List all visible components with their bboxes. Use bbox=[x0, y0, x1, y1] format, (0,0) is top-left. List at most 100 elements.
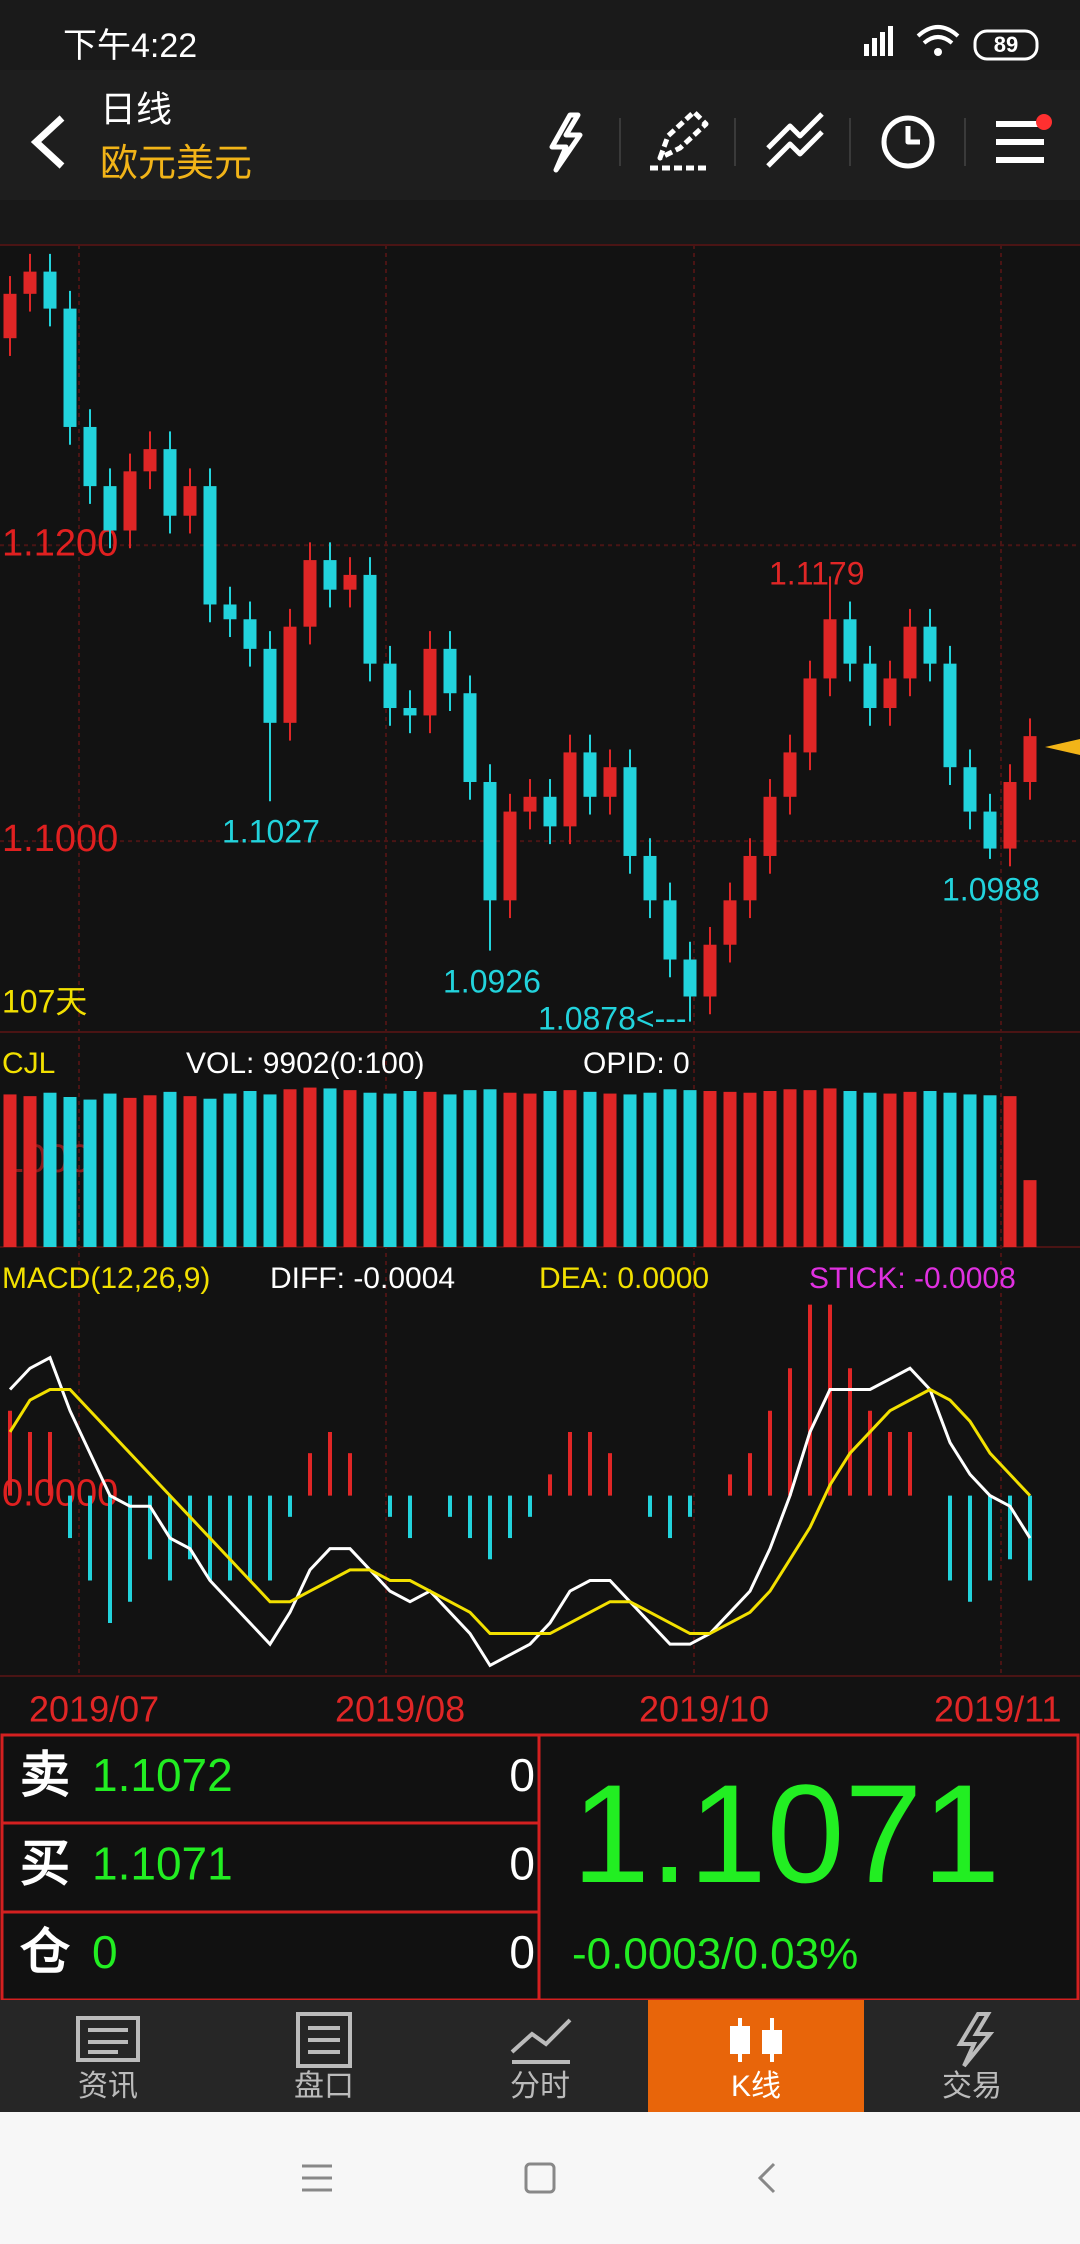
candle-body bbox=[823, 619, 837, 679]
volume-bar bbox=[463, 1090, 477, 1247]
volume-bar bbox=[123, 1097, 137, 1247]
volume-bar bbox=[603, 1093, 617, 1247]
volume-bar bbox=[83, 1099, 97, 1247]
candle-body bbox=[363, 574, 377, 664]
volume-bar bbox=[1023, 1180, 1037, 1247]
quote-side: 买 bbox=[20, 1836, 70, 1892]
date-label: 2019/07 bbox=[29, 1689, 159, 1730]
header-bar bbox=[0, 70, 1080, 200]
volume-bar bbox=[323, 1088, 337, 1247]
quote-size: 0 bbox=[509, 1749, 535, 1801]
volume-bar bbox=[443, 1094, 457, 1247]
price-change: -0.0003/0.03% bbox=[572, 1930, 858, 1979]
system-buttons[interactable] bbox=[302, 2162, 776, 2194]
status-time: 下午4:22 bbox=[63, 27, 197, 65]
candle-body bbox=[343, 574, 357, 590]
menu-icon[interactable] bbox=[996, 121, 1044, 163]
volume-bar bbox=[983, 1095, 997, 1247]
opid-value: OPID: 0 bbox=[583, 1047, 690, 1080]
macd-line bbox=[8, 1387, 1032, 1636]
candle-body bbox=[43, 271, 57, 309]
dea-value: DEA: 0.0000 bbox=[539, 1262, 709, 1295]
candle-body bbox=[443, 648, 457, 694]
candle-body bbox=[903, 626, 917, 679]
volume-bar bbox=[823, 1088, 837, 1247]
volume-bar bbox=[863, 1092, 877, 1247]
volume-bar bbox=[383, 1093, 397, 1247]
notify-dot bbox=[1036, 114, 1052, 130]
header-dividers bbox=[619, 118, 966, 166]
volume-bar bbox=[143, 1095, 157, 1247]
tab-icons bbox=[76, 2012, 995, 2068]
candle-body bbox=[883, 678, 897, 709]
candle-body bbox=[83, 426, 97, 487]
volume-bar bbox=[483, 1089, 497, 1247]
volume-bar bbox=[763, 1091, 777, 1247]
flash-icon[interactable] bbox=[549, 112, 583, 173]
candle-body bbox=[103, 486, 117, 531]
volume-bar bbox=[583, 1091, 597, 1247]
candle-body bbox=[223, 604, 237, 620]
tab-label[interactable]: 分时 bbox=[510, 2070, 570, 2103]
candle-body bbox=[463, 693, 477, 782]
candle-body bbox=[163, 449, 177, 516]
candle-body bbox=[943, 663, 957, 768]
draw-icon[interactable] bbox=[650, 109, 709, 171]
tab-label[interactable]: 资讯 bbox=[78, 2070, 138, 2103]
volume-bar bbox=[223, 1093, 237, 1247]
candle-body bbox=[483, 781, 497, 901]
tab-label[interactable]: K线 bbox=[731, 2070, 781, 2103]
candle-body bbox=[963, 767, 977, 812]
volume-bar bbox=[523, 1093, 537, 1247]
candle-body bbox=[683, 959, 697, 997]
tab-label[interactable]: 盘口 bbox=[294, 2070, 354, 2103]
volume-bar bbox=[103, 1093, 117, 1247]
candle-body bbox=[703, 944, 717, 997]
volume-bar bbox=[683, 1090, 697, 1247]
volume-bar bbox=[723, 1091, 737, 1247]
candle-body bbox=[843, 619, 857, 664]
candle-body bbox=[543, 796, 557, 827]
vol-value: VOL: 9902(0:100) bbox=[186, 1047, 425, 1080]
volume-bar bbox=[503, 1092, 517, 1247]
time-icon[interactable] bbox=[881, 115, 935, 169]
candle-body bbox=[983, 811, 997, 849]
diff-value: DIFF: -0.0004 bbox=[270, 1262, 455, 1295]
indicator-icon[interactable] bbox=[766, 112, 824, 168]
volume-bar bbox=[303, 1087, 317, 1247]
volume-bar bbox=[343, 1090, 357, 1247]
macd-title: MACD(12,26,9) bbox=[2, 1262, 210, 1295]
candle-body bbox=[743, 855, 757, 901]
candle-body bbox=[63, 308, 77, 427]
volume-bar bbox=[943, 1092, 957, 1247]
candle-body bbox=[623, 767, 637, 856]
y-tick-label: 1.1000 bbox=[2, 818, 118, 860]
y-tick-label: 1.1200 bbox=[2, 522, 118, 564]
stick-value: STICK: -0.0008 bbox=[809, 1262, 1016, 1295]
candle-body bbox=[423, 648, 437, 716]
candle-body bbox=[303, 560, 317, 627]
volume-bar bbox=[743, 1092, 757, 1247]
tab-label[interactable]: 交易 bbox=[942, 2070, 1002, 2103]
candle-body bbox=[1023, 736, 1037, 782]
back-button[interactable] bbox=[30, 115, 65, 169]
volume-bar bbox=[163, 1091, 177, 1247]
tab-bar bbox=[0, 2000, 1080, 2112]
volume-bar bbox=[1003, 1096, 1017, 1247]
price-annotation: 1.0878<--- bbox=[538, 1000, 687, 1036]
spacer bbox=[0, 200, 1080, 245]
date-label: 2019/11 bbox=[934, 1689, 1061, 1730]
candle-body bbox=[1003, 781, 1017, 849]
price-annotation: 1.0926 bbox=[443, 963, 541, 999]
volume-bar bbox=[63, 1097, 77, 1247]
quote-price: 0 bbox=[92, 1926, 118, 1978]
date-label: 2019/08 bbox=[335, 1689, 465, 1730]
volume-bar bbox=[203, 1098, 217, 1247]
quote-side: 仓 bbox=[20, 1924, 71, 1980]
candle-body bbox=[643, 855, 657, 901]
battery-level: 89 bbox=[994, 32, 1018, 57]
candle-body bbox=[563, 752, 577, 827]
candle-body bbox=[323, 560, 337, 590]
macd-line bbox=[8, 1355, 1032, 1668]
